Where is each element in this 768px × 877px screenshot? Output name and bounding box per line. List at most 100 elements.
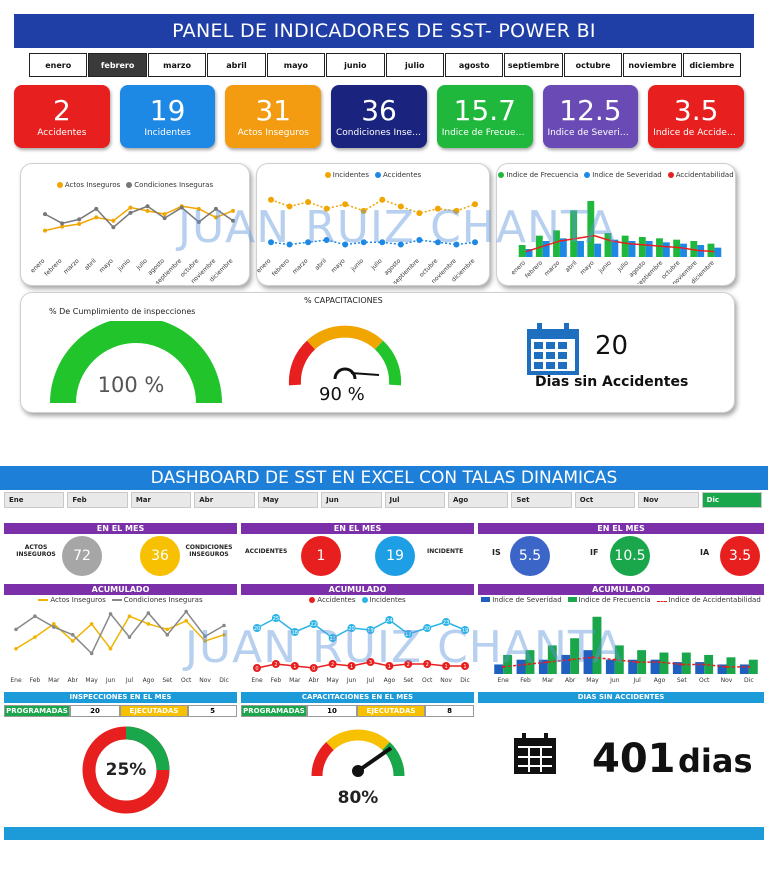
- kpi-label: Accidentes: [37, 127, 87, 138]
- x-tick-label: mayo: [330, 257, 347, 274]
- legend-item: Condiciones Inseguras: [111, 596, 203, 604]
- x-tick-label: Mar: [289, 677, 301, 684]
- month-button-abril[interactable]: abril: [207, 53, 266, 77]
- month-button-mayo[interactable]: mayo: [266, 53, 326, 77]
- data-point: [231, 208, 235, 213]
- data-point: [286, 203, 293, 210]
- legend-label: Indice de Frecuencia: [506, 171, 579, 179]
- ejecutadas-value: 8: [425, 705, 474, 717]
- data-label: 24: [386, 618, 392, 624]
- gauge-pivot: [333, 367, 357, 380]
- month-button-oct[interactable]: Oct: [574, 492, 636, 508]
- mes-indices-panel: EN EL MES IS 5.5 IF 10.5 IA 3.5: [478, 523, 764, 580]
- data-point: [472, 239, 478, 246]
- month-button-noviembre[interactable]: noviembre: [623, 53, 682, 77]
- month-button-set[interactable]: Set: [511, 492, 572, 508]
- month-button-ago[interactable]: Ago: [447, 492, 509, 508]
- month-button-junio[interactable]: junio: [326, 53, 385, 77]
- gauge-arc-red: [311, 741, 334, 777]
- month-button-enero[interactable]: enero: [29, 53, 88, 77]
- x-tick-label: Dic: [744, 677, 754, 684]
- calendar-icon: [514, 733, 556, 774]
- bar: [680, 243, 687, 257]
- data-label: 1: [463, 664, 466, 670]
- x-tick-label: May: [586, 677, 599, 684]
- kpi-label: Indice de Frecuen...: [441, 127, 528, 138]
- month-button-jun[interactable]: Jun: [321, 492, 382, 508]
- data-point: [33, 635, 37, 639]
- month-button-dic[interactable]: Dic: [701, 492, 763, 508]
- month-button-nov[interactable]: Nov: [638, 492, 699, 508]
- month-button-jul[interactable]: Jul: [384, 492, 445, 508]
- x-tick-label: Nov: [721, 677, 733, 684]
- x-tick-label: Mar: [48, 677, 60, 684]
- programadas-value: 10: [307, 705, 357, 717]
- data-point: [89, 622, 94, 626]
- data-point: [111, 218, 116, 223]
- month-button-agosto[interactable]: agosto: [444, 53, 504, 77]
- x-tick-label: Nov: [199, 677, 211, 684]
- series-line: [256, 617, 466, 639]
- data-point: [146, 622, 151, 626]
- month-button-abr[interactable]: Abr: [194, 492, 255, 508]
- month-button-mar[interactable]: Mar: [130, 492, 192, 508]
- data-point: [162, 212, 167, 217]
- month-button-feb[interactable]: Feb: [67, 492, 128, 508]
- x-tick-label: May: [326, 677, 339, 684]
- data-point: [70, 633, 75, 637]
- data-label: 2: [274, 662, 277, 668]
- data-point: [747, 665, 751, 669]
- data-point: [127, 635, 132, 639]
- bar: [559, 238, 567, 257]
- month-button-octubre[interactable]: octubre: [563, 53, 623, 77]
- kpi-card: 36 Condiciones Inseg...: [331, 85, 427, 148]
- data-label: 20: [424, 626, 430, 632]
- x-tick-label: Mar: [542, 677, 554, 684]
- bar: [628, 659, 638, 674]
- month-button-may[interactable]: May: [257, 492, 319, 508]
- bar: [638, 237, 646, 257]
- x-tick-label: junio: [349, 257, 365, 273]
- condiciones-label: CONDICIONES INSEGUROS: [185, 544, 233, 558]
- month-button-septiembre[interactable]: septiembre: [504, 53, 563, 77]
- bar: [577, 241, 584, 257]
- ia-circle: 3.5: [720, 536, 760, 576]
- month-button-ene[interactable]: Ene: [4, 492, 65, 508]
- month-button-febrero[interactable]: febrero: [88, 53, 147, 77]
- kpi-value: 12.5: [559, 93, 622, 127]
- data-point: [286, 241, 293, 248]
- data-point: [680, 663, 684, 666]
- data-point: [162, 216, 167, 221]
- data-point: [323, 205, 330, 212]
- bar: [637, 650, 647, 674]
- x-tick-label: julio: [369, 257, 384, 272]
- bar: [494, 664, 504, 674]
- capacitaciones-gauge: [288, 325, 402, 386]
- gauge-arc-red: [288, 340, 316, 386]
- bar: [516, 659, 526, 674]
- chart-actos-condiciones-card: Actos Inseguros Condiciones Inseguras en…: [20, 163, 250, 286]
- x-tick-label: Feb: [271, 677, 282, 684]
- data-point: [328, 660, 337, 668]
- if-label: IF: [590, 548, 599, 557]
- month-button-diciembre[interactable]: diciembre: [682, 53, 742, 77]
- bar: [681, 652, 691, 674]
- bar: [611, 239, 619, 257]
- data-point: [111, 225, 116, 230]
- data-label: 1: [444, 664, 447, 670]
- kpi-label: Indice de Severidad: [547, 127, 634, 138]
- bar: [739, 664, 749, 674]
- month-button-marzo[interactable]: marzo: [147, 53, 207, 77]
- data-label: 1: [388, 664, 391, 670]
- legend-label: Condiciones Inseguras: [123, 596, 203, 604]
- acum1-svg: Ene Feb Mar Abr May Jun Jul Ago Set Oct Nov Dic: [10, 609, 229, 684]
- band-acum: ACUMULADO: [241, 584, 474, 595]
- legend-label: Actos Inseguros: [50, 596, 106, 604]
- data-point: [108, 612, 113, 616]
- data-point: [290, 628, 299, 636]
- month-button-julio[interactable]: julio: [385, 53, 444, 77]
- gauge-needle: [350, 372, 380, 376]
- donut-segment: [125, 726, 170, 771]
- data-point: [524, 663, 527, 666]
